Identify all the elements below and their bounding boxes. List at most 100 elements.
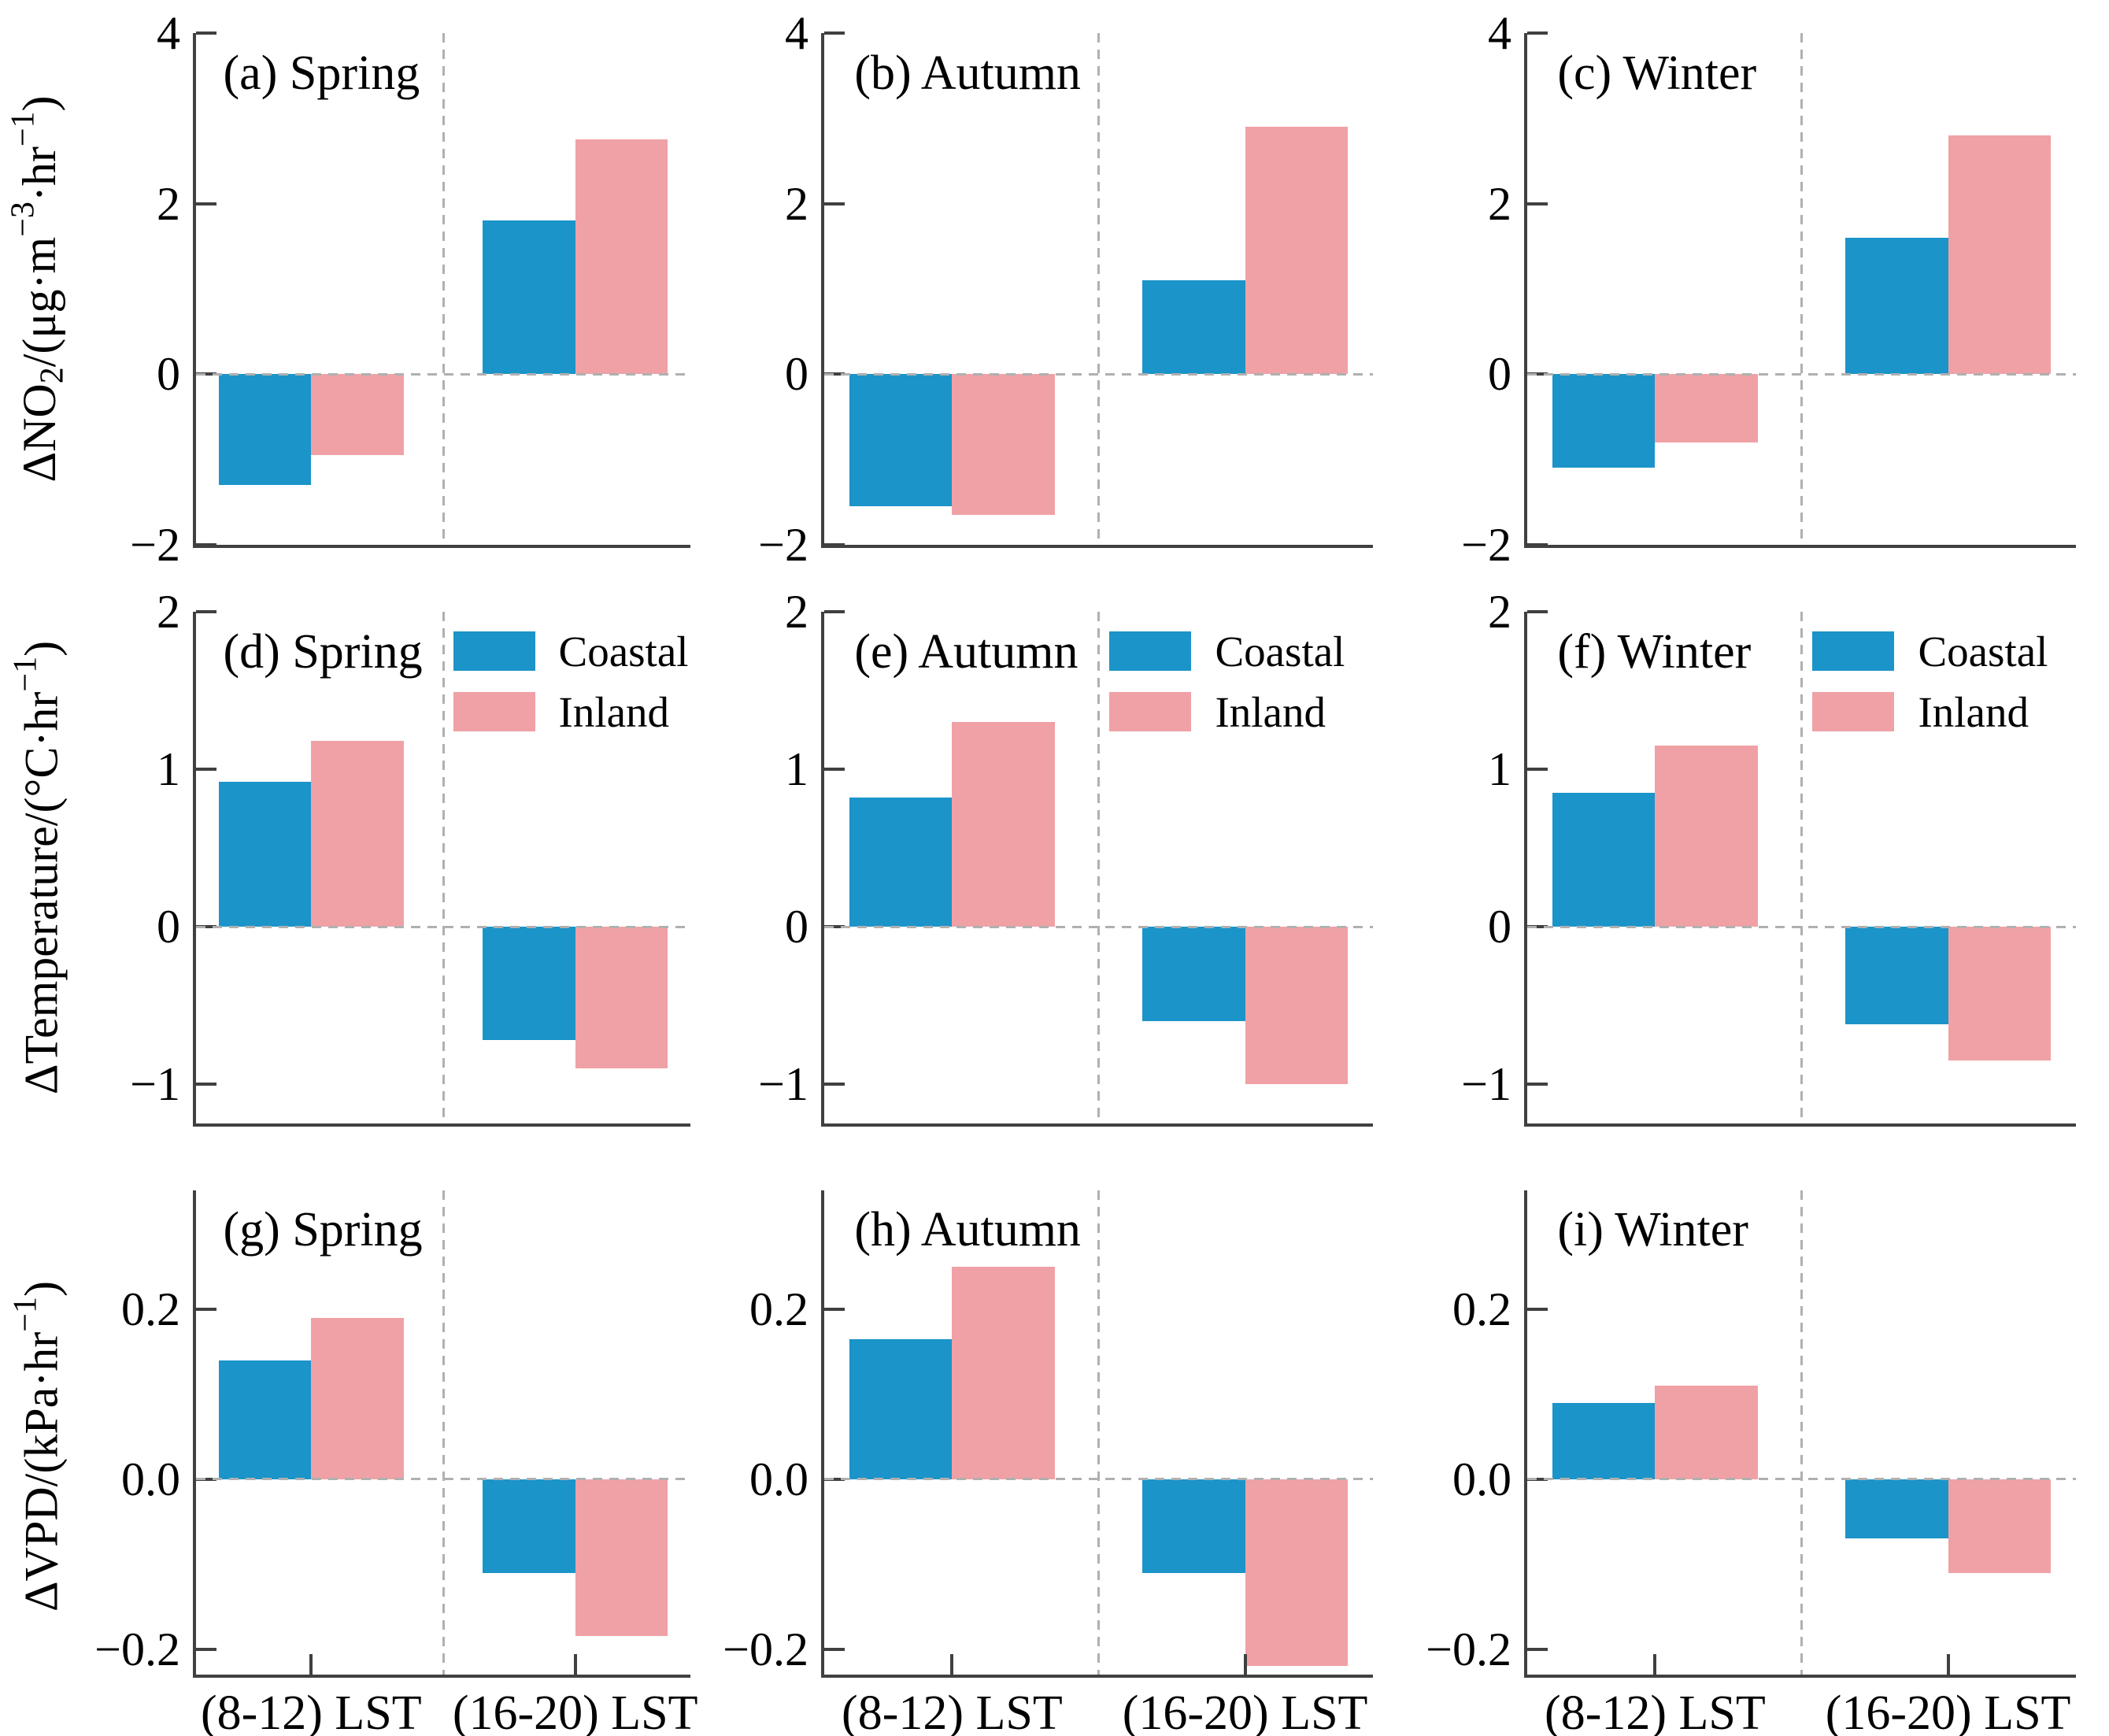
panel-title: (i) Winter bbox=[1557, 1203, 1748, 1257]
plot-area: (c) Winter bbox=[1524, 31, 2076, 548]
legend-item-inland: Inland bbox=[453, 690, 689, 734]
x-tick bbox=[573, 1654, 577, 1675]
panel-c-winter-no2: 4 2 0 −2 (c) Winter bbox=[1406, 0, 2109, 579]
bar-coastal bbox=[483, 1479, 575, 1573]
zero-dashed-line bbox=[196, 1478, 690, 1481]
y-tick-label: 1 bbox=[1488, 743, 1511, 795]
bar-inland bbox=[575, 927, 668, 1068]
plot-area: (h) Autumn (8-12) LST (16-20) LST bbox=[821, 1190, 1373, 1736]
plot-area: (d) Spring Coastal Inland bbox=[193, 610, 690, 1127]
legend: Coastal Inland bbox=[1812, 630, 2048, 734]
panel-title: (g) Spring bbox=[223, 1203, 423, 1257]
plot-area: (i) Winter (8-12) LST (16-20) LST bbox=[1524, 1190, 2076, 1736]
y-tick bbox=[1527, 610, 1548, 613]
x-group-label: (8-12) LST bbox=[842, 1686, 1063, 1736]
y-axis-label-no2: ΔNO2/(μg·m−3·hr−1) bbox=[0, 0, 75, 579]
bar-inland bbox=[1948, 135, 2051, 375]
y-tick-label: −1 bbox=[130, 1058, 180, 1110]
y-tick-labels: 0.2 0.0 −0.2 bbox=[75, 1157, 193, 1736]
y-tick bbox=[824, 543, 845, 546]
bar-coastal bbox=[218, 374, 312, 486]
y-tick-label: 0.0 bbox=[121, 1453, 180, 1505]
y-tick-label: 0 bbox=[785, 901, 808, 953]
group-divider-dashed-line bbox=[442, 1190, 445, 1675]
bar-inland bbox=[1245, 1479, 1348, 1667]
bar-inland bbox=[1245, 927, 1348, 1084]
panel-f-winter-temperature: 2 1 0 −1 (f) Winter Coastal Inland bbox=[1406, 579, 2109, 1157]
bar-coastal bbox=[218, 782, 312, 927]
y-tick bbox=[196, 1308, 216, 1312]
x-tick bbox=[1653, 1654, 1657, 1675]
legend: Coastal Inland bbox=[453, 630, 689, 734]
bar-inland bbox=[311, 374, 404, 456]
y-tick-label: 2 bbox=[1488, 586, 1511, 638]
x-group-label: (8-12) LST bbox=[200, 1686, 422, 1736]
y-tick bbox=[1527, 543, 1548, 546]
y-tick-label: 0.0 bbox=[749, 1453, 808, 1505]
legend: Coastal Inland bbox=[1109, 630, 1345, 734]
legend-item-inland: Inland bbox=[1109, 690, 1345, 734]
y-tick-label: 2 bbox=[785, 177, 808, 230]
bar-inland bbox=[575, 139, 668, 375]
zero-dashed-line bbox=[824, 372, 1373, 376]
x-group-label: (16-20) LST bbox=[1825, 1686, 2071, 1736]
bar-coastal bbox=[1142, 927, 1245, 1021]
y-tick-label: −1 bbox=[758, 1058, 808, 1110]
y-axis-title: ΔNO2/(μg·m−3·hr−1) bbox=[5, 95, 70, 483]
panel-title: (e) Autumn bbox=[854, 625, 1079, 679]
plot-area: (b) Autumn bbox=[821, 31, 1373, 548]
bar-coastal bbox=[218, 1360, 312, 1479]
panel-d-spring-temperature: ΔTemperature/(°C·hr−1) 2 1 0 −1 (d) Spring … bbox=[0, 579, 703, 1157]
bar-coastal bbox=[849, 798, 953, 927]
bar-inland bbox=[575, 1479, 668, 1637]
legend-swatch-inland bbox=[453, 692, 535, 732]
legend-item-inland: Inland bbox=[1812, 690, 2048, 734]
legend-swatch-coastal bbox=[1109, 631, 1192, 672]
y-tick bbox=[196, 610, 216, 613]
y-tick bbox=[1527, 1647, 1548, 1651]
y-tick-label: 4 bbox=[1488, 7, 1511, 59]
bar-inland bbox=[1655, 746, 1758, 927]
y-tick-label: 1 bbox=[785, 743, 808, 795]
panel-b-autumn-no2: 4 2 0 −2 (b) Autumn bbox=[703, 0, 1406, 579]
y-tick bbox=[196, 1647, 216, 1651]
legend-label-coastal: Coastal bbox=[558, 627, 689, 676]
y-tick-labels: 0.2 0.0 −0.2 bbox=[1406, 1157, 1524, 1736]
bar-inland bbox=[1245, 127, 1348, 375]
y-tick-labels: 2 1 0 −1 bbox=[75, 579, 193, 1157]
x-tick bbox=[1243, 1654, 1247, 1675]
bar-inland bbox=[1655, 374, 1758, 442]
bar-inland bbox=[952, 722, 1055, 927]
plot-area: (e) Autumn Coastal Inland bbox=[821, 610, 1373, 1127]
y-tick-label: −0.2 bbox=[723, 1623, 808, 1675]
bar-coastal bbox=[1845, 238, 1948, 375]
y-tick bbox=[824, 610, 845, 613]
plot-wrap: (c) Winter bbox=[1524, 0, 2076, 579]
y-axis-title: ΔVPD/(kPa·hr−1) bbox=[6, 1281, 68, 1612]
panel-title: (c) Winter bbox=[1557, 46, 1757, 101]
bar-coastal bbox=[1552, 1402, 1656, 1479]
plot-wrap: (f) Winter Coastal Inland bbox=[1524, 579, 2076, 1157]
y-tick bbox=[196, 1083, 216, 1086]
zero-dashed-line bbox=[1527, 925, 2076, 928]
plot-wrap: (g) Spring (8-12) LST (16-20) LST bbox=[193, 1157, 698, 1736]
legend-swatch-coastal bbox=[453, 631, 535, 672]
plot-wrap: (e) Autumn Coastal Inland bbox=[821, 579, 1373, 1157]
y-tick-label: 0 bbox=[157, 348, 180, 401]
y-tick-label: 0 bbox=[785, 348, 808, 401]
legend-label-inland: Inland bbox=[1918, 687, 2029, 736]
zero-dashed-line bbox=[1527, 372, 2076, 376]
y-tick-label: 2 bbox=[157, 586, 180, 638]
y-tick-label: 0 bbox=[157, 901, 180, 953]
bar-inland bbox=[952, 1267, 1055, 1479]
group-divider-dashed-line bbox=[442, 33, 445, 545]
plot-wrap: (i) Winter (8-12) LST (16-20) LST bbox=[1524, 1157, 2076, 1736]
y-tick-label: −2 bbox=[1461, 519, 1511, 571]
bar-inland bbox=[1948, 1479, 2051, 1573]
y-tick-label: 0.2 bbox=[121, 1283, 180, 1336]
plot-wrap: (a) Spring bbox=[193, 0, 690, 579]
plot-area: (a) Spring bbox=[193, 31, 690, 548]
bar-coastal bbox=[483, 927, 575, 1040]
bar-inland bbox=[311, 741, 404, 927]
